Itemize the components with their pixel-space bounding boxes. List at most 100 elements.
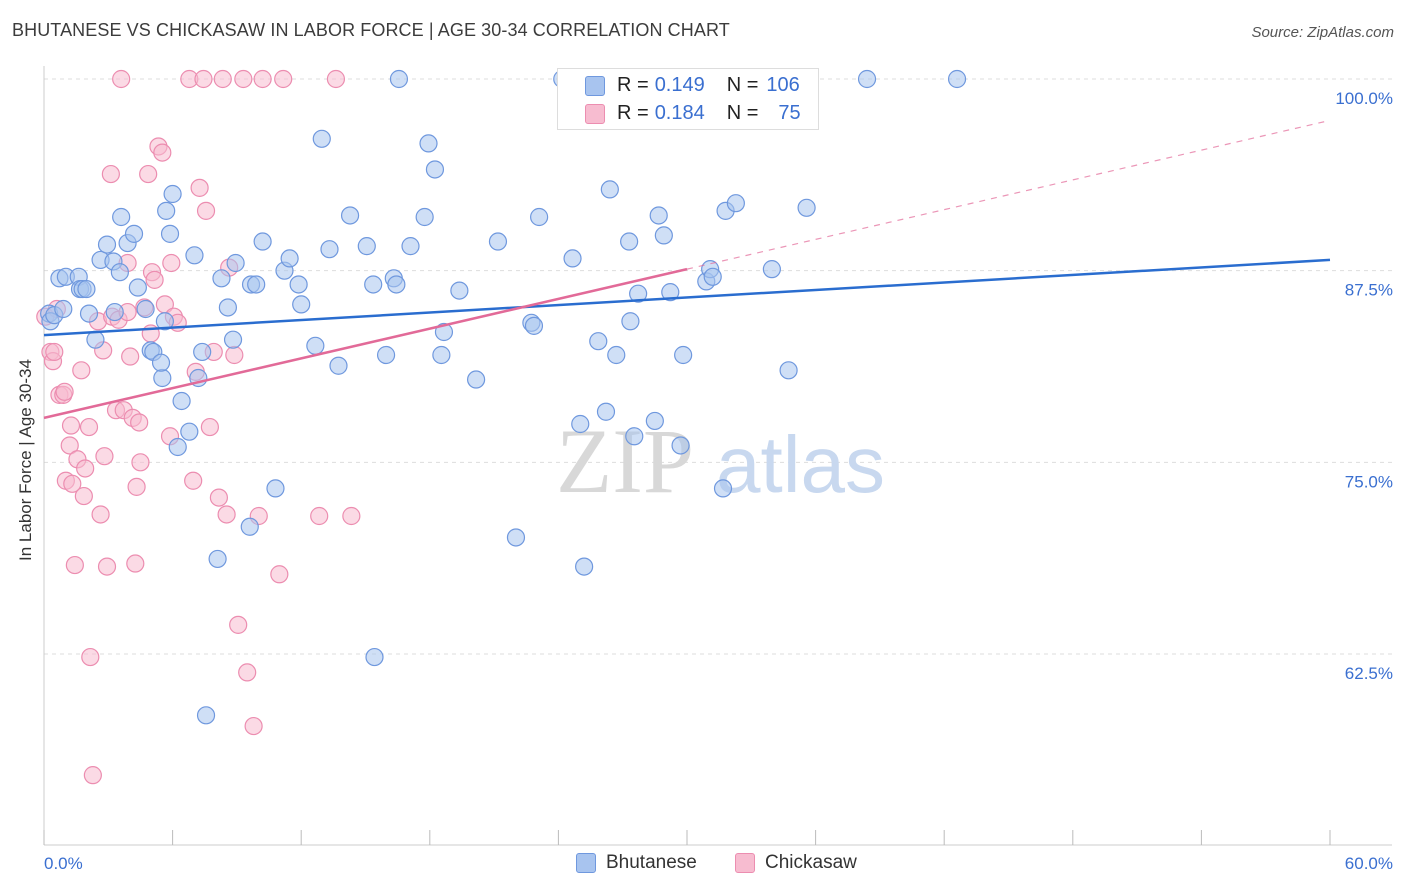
point-chickasaw-74 xyxy=(162,253,181,273)
point-chickasaw-11 xyxy=(65,555,84,575)
point-bhutanese-81 xyxy=(625,427,644,446)
point-bhutanese-83 xyxy=(645,411,664,431)
point-chickasaw-71 xyxy=(342,506,361,526)
point-bhutanese-25 xyxy=(155,312,174,331)
point-chickasaw-38 xyxy=(139,164,158,184)
legend-swatch-chickasaw xyxy=(585,103,605,124)
legend-n-label: N = xyxy=(726,74,759,96)
point-bhutanese-21 xyxy=(136,299,155,319)
tick-labels: 62.5% 75.0% 87.5% 100.0% 0.0% 60.0% xyxy=(44,89,1393,873)
point-bhutanese-52 xyxy=(357,237,376,256)
point-chickasaw-16 xyxy=(79,417,99,437)
point-bhutanese-95 xyxy=(726,194,745,213)
point-bhutanese-37 xyxy=(223,330,243,349)
point-chickasaw-34 xyxy=(127,477,146,496)
point-bhutanese-61 xyxy=(425,160,445,179)
x-tick-label-min: 0.0% xyxy=(44,854,83,873)
point-bhutanese-17 xyxy=(112,207,131,227)
chart-title: BHUTANESE VS CHICKASAW IN LABOR FORCE | … xyxy=(12,20,730,40)
point-chickasaw-67 xyxy=(270,565,289,584)
point-bhutanese-45 xyxy=(289,275,308,294)
point-bhutanese-4 xyxy=(54,299,73,319)
point-bhutanese-41 xyxy=(253,232,272,251)
point-bhutanese-56 xyxy=(387,275,406,294)
point-chickasaw-9 xyxy=(61,416,81,435)
point-chickasaw-54 xyxy=(200,417,219,437)
watermark-atlas: atlas xyxy=(716,420,885,509)
point-bhutanese-80 xyxy=(621,312,640,331)
point-bhutanese-73 xyxy=(571,414,590,434)
point-chickasaw-36 xyxy=(131,453,150,472)
grid-lines xyxy=(44,78,1392,655)
point-chickasaw-63 xyxy=(238,663,257,682)
legend-r-label: R = xyxy=(617,102,649,124)
point-chickasaw-18 xyxy=(83,766,102,785)
legend-r-value-bhutanese: 0.149 xyxy=(654,74,705,96)
watermark: ZIP atlas xyxy=(556,410,885,512)
point-bhutanese-16 xyxy=(110,263,129,282)
point-bhutanese-98 xyxy=(797,198,816,217)
y-tick-label: 100.0% xyxy=(1335,89,1393,108)
point-chickasaw-49 xyxy=(184,471,203,490)
point-chickasaw-6 xyxy=(55,382,74,401)
point-chickasaw-3 xyxy=(45,342,64,362)
point-chickasaw-33 xyxy=(126,554,145,573)
point-bhutanese-40 xyxy=(247,275,266,294)
point-bhutanese-42 xyxy=(266,479,285,498)
bottom-legend-label-bhutanese: Bhutanese xyxy=(606,852,697,873)
point-bhutanese-26 xyxy=(157,201,176,220)
point-bhutanese-28 xyxy=(163,184,182,204)
point-chickasaw-52 xyxy=(194,69,213,89)
point-bhutanese-30 xyxy=(172,391,191,411)
point-bhutanese-102 xyxy=(365,647,384,667)
point-bhutanese-53 xyxy=(364,275,383,294)
legend-r-value-chickasaw: 0.184 xyxy=(654,102,705,124)
point-bhutanese-72 xyxy=(563,249,582,268)
legend-n-value-chickasaw: 75 xyxy=(778,102,801,124)
x-tick-label-max: 60.0% xyxy=(1345,854,1393,873)
point-chickasaw-35 xyxy=(130,413,149,432)
point-bhutanese-85 xyxy=(654,226,673,245)
point-chickasaw-10 xyxy=(63,474,82,493)
point-chickasaw-24 xyxy=(101,164,120,184)
point-bhutanese-36 xyxy=(218,298,237,317)
point-chickasaw-20 xyxy=(91,505,110,524)
trend-line-chickasaw-extension xyxy=(686,119,1331,270)
bottom-legend-label-chickasaw: Chickasaw xyxy=(765,852,857,873)
point-bhutanese-65 xyxy=(466,370,486,389)
data-points xyxy=(36,69,967,785)
point-chickasaw-57 xyxy=(213,69,232,89)
point-bhutanese-82 xyxy=(629,284,648,303)
point-bhutanese-29 xyxy=(168,437,187,457)
point-bhutanese-70 xyxy=(530,207,549,227)
point-bhutanese-15 xyxy=(105,302,124,322)
point-bhutanese-54 xyxy=(376,345,396,365)
point-chickasaw-62 xyxy=(234,69,253,89)
point-bhutanese-87 xyxy=(671,436,690,455)
y-tick-label: 75.0% xyxy=(1345,472,1393,491)
point-bhutanese-19 xyxy=(124,224,144,243)
axes xyxy=(43,66,1392,846)
point-bhutanese-10 xyxy=(79,304,99,323)
legend-row-chickasaw: R = 0.184 N = 75 xyxy=(585,102,801,125)
point-bhutanese-99 xyxy=(857,69,877,89)
point-chickasaw-23 xyxy=(97,557,117,576)
point-bhutanese-69 xyxy=(524,316,544,335)
point-bhutanese-78 xyxy=(607,345,626,365)
point-bhutanese-34 xyxy=(193,342,212,362)
point-bhutanese-75 xyxy=(589,332,608,351)
point-bhutanese-66 xyxy=(488,232,508,251)
point-bhutanese-67 xyxy=(506,528,526,547)
point-bhutanese-47 xyxy=(306,336,325,355)
point-bhutanese-13 xyxy=(97,235,117,254)
point-bhutanese-105 xyxy=(151,353,171,372)
point-bhutanese-20 xyxy=(128,278,147,297)
point-bhutanese-60 xyxy=(419,134,438,153)
trend-lines xyxy=(43,119,1331,420)
point-chickasaw-68 xyxy=(274,69,293,89)
y-tick-label: 87.5% xyxy=(1345,281,1393,300)
point-chickasaw-43 xyxy=(153,143,172,162)
point-chickasaw-17 xyxy=(81,647,100,667)
point-chickasaw-64 xyxy=(244,716,263,736)
